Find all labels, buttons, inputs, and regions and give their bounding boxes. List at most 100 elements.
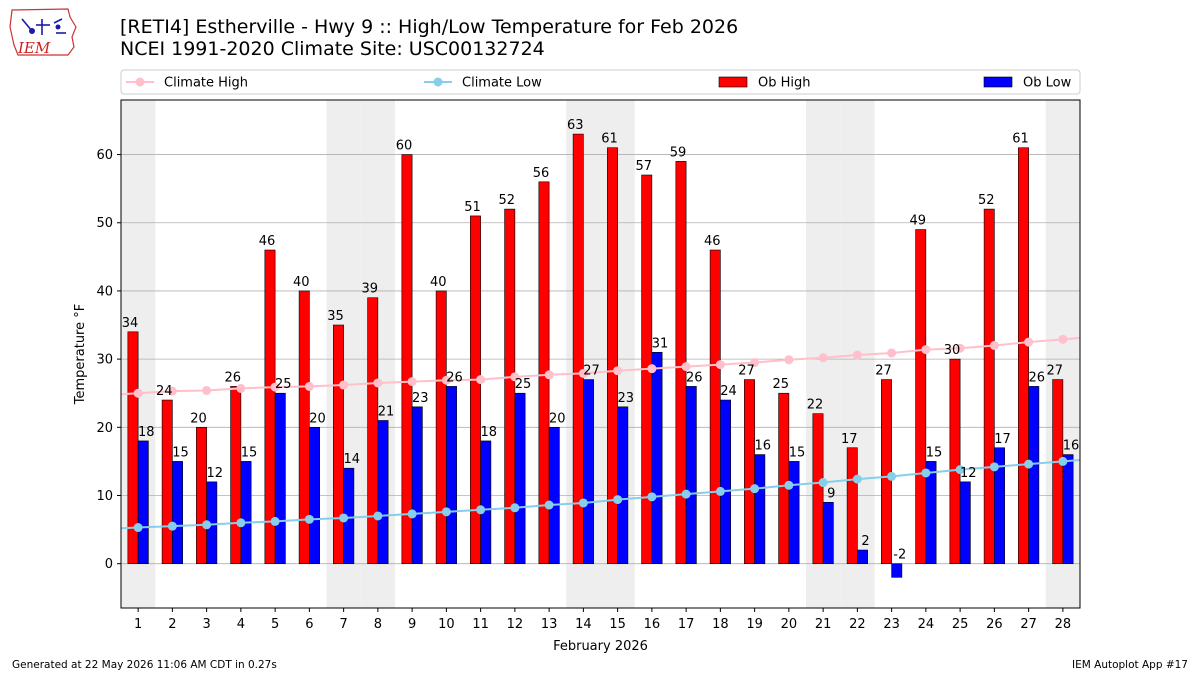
ob-high-label-day-4: 26	[224, 370, 241, 385]
ob-low-label-day-17: 26	[686, 370, 703, 385]
y-tick-label: 40	[96, 284, 113, 299]
climate-high-point-day-10	[441, 375, 451, 385]
climate-low-point-day-1	[133, 523, 143, 533]
climate-high-point-day-2	[167, 386, 177, 396]
ob-high-bar-day-4	[230, 386, 242, 564]
x-tick-label: 5	[271, 617, 279, 632]
ob-low-label-day-22: 2	[861, 534, 869, 549]
ob-low-label-day-9: 23	[412, 391, 429, 406]
climate-low-point-day-21	[818, 478, 828, 488]
ob-high-bar-day-24	[915, 229, 927, 564]
climate-high-point-day-8	[373, 378, 383, 388]
ob-high-label-day-20: 25	[772, 377, 789, 392]
climate-low-point-day-11	[476, 505, 486, 515]
ob-low-bar-day-22	[857, 549, 868, 564]
climate-low-point-day-18	[715, 486, 725, 496]
svg-text:IEM: IEM	[17, 39, 51, 57]
climate-high-point-day-13	[544, 370, 554, 380]
ob-low-label-day-16: 31	[652, 336, 669, 351]
climate-low-point-day-15	[613, 495, 623, 505]
ob-low-label-day-28: 16	[1063, 439, 1080, 454]
climate-low-point-day-5	[270, 516, 280, 526]
ob-high-bar-day-26	[983, 208, 995, 564]
ob-low-label-day-20: 15	[789, 445, 806, 460]
ob-high-label-day-5: 46	[259, 234, 276, 249]
x-tick-label: 17	[678, 617, 695, 632]
ob-high-label-day-8: 39	[361, 282, 378, 297]
climate-high-point-day-14	[578, 368, 588, 378]
climate-low-point-day-8	[373, 511, 383, 521]
climate-high-point-day-15	[613, 366, 623, 376]
ob-low-label-day-6: 20	[309, 411, 326, 426]
ob-high-bar-day-27	[1018, 147, 1029, 564]
bars	[127, 133, 1074, 578]
y-tick-label: 30	[96, 353, 113, 368]
ob-low-label-day-2: 15	[172, 445, 189, 460]
climate-low-point-day-13	[544, 500, 554, 510]
legend-ob-low-swatch	[983, 76, 1013, 88]
climate-high-point-day-7	[339, 380, 349, 390]
climate-low-point-day-9	[407, 509, 417, 519]
ob-low-bar-day-1	[137, 440, 149, 564]
ob-high-bar-day-10	[435, 290, 447, 564]
ob-low-label-day-24: 15	[926, 445, 943, 460]
ob-high-bar-day-5	[264, 249, 276, 564]
ob-low-label-day-23: -2	[893, 548, 906, 563]
ob-low-bar-day-14	[583, 379, 594, 564]
x-tick-label: 1	[134, 617, 142, 632]
ob-high-label-day-26: 52	[978, 193, 995, 208]
ob-low-label-day-4: 15	[241, 445, 258, 460]
ob-high-label-day-2: 24	[156, 384, 173, 399]
climate-high-point-day-24	[921, 345, 931, 355]
ob-high-label-day-22: 17	[841, 432, 858, 447]
ob-low-label-day-21: 9	[827, 486, 835, 501]
x-tick-label: 22	[849, 617, 866, 632]
climate-low-point-day-22	[852, 474, 862, 484]
climate-low-point-day-3	[202, 520, 212, 530]
x-tick-label: 18	[712, 617, 729, 632]
x-tick-label: 8	[374, 617, 382, 632]
title-line-1: [RETI4] Estherville - Hwy 9 :: High/Low …	[120, 16, 739, 38]
climate-lines	[120, 334, 1081, 533]
ob-low-label-day-14: 27	[583, 364, 600, 379]
climate-low-point-day-24	[921, 468, 931, 478]
app-credit: IEM Autoplot App #17	[1072, 659, 1188, 671]
ob-low-bar-day-5	[274, 392, 286, 564]
ob-low-bar-day-2	[172, 461, 183, 564]
ob-high-label-day-24: 49	[909, 214, 926, 229]
ob-low-label-day-27: 26	[1028, 370, 1045, 385]
legend-box	[120, 69, 1081, 95]
ob-low-bar-day-19	[754, 454, 766, 564]
ob-low-label-day-7: 14	[343, 452, 360, 467]
ob-low-label-day-25: 12	[960, 466, 977, 481]
ob-low-bar-day-18	[720, 399, 731, 564]
ob-high-bar-day-23	[881, 379, 892, 564]
ob-low-label-day-3: 12	[206, 466, 223, 481]
ob-high-bar-day-18	[709, 249, 721, 564]
ob-low-bar-day-11	[480, 440, 492, 564]
ob-high-label-day-25: 30	[944, 343, 961, 358]
ob-high-label-day-1: 34	[122, 316, 139, 331]
climate-low-point-day-28	[1058, 456, 1068, 466]
x-tick-label: 25	[952, 617, 969, 632]
legend-climate-low-swatch-marker	[433, 77, 443, 87]
y-tick-label: 60	[96, 148, 113, 163]
legend-climate-high-label: Climate High	[164, 76, 248, 91]
ob-high-label-day-27: 61	[1012, 132, 1029, 147]
legend-ob-low-label: Ob Low	[1023, 76, 1072, 91]
x-tick-label: 28	[1055, 617, 1072, 632]
climate-low-point-day-20	[784, 480, 794, 490]
ob-high-bar-day-9	[401, 154, 413, 564]
ob-high-label-day-3: 20	[190, 411, 207, 426]
climate-high-point-day-9	[407, 377, 417, 387]
legend: Climate High Climate Low Ob High Ob Low	[120, 69, 1081, 95]
climate-high-point-day-23	[887, 348, 897, 358]
ob-high-label-day-18: 46	[704, 234, 721, 249]
ob-high-bar-day-28	[1052, 379, 1064, 564]
climate-low-point-day-2	[167, 521, 177, 531]
y-axis-label: Temperature °F	[73, 304, 88, 405]
x-tick-label: 3	[202, 617, 210, 632]
ob-low-bar-day-10	[446, 386, 457, 564]
generated-timestamp: Generated at 22 May 2026 11:06 AM CDT in…	[12, 659, 277, 671]
